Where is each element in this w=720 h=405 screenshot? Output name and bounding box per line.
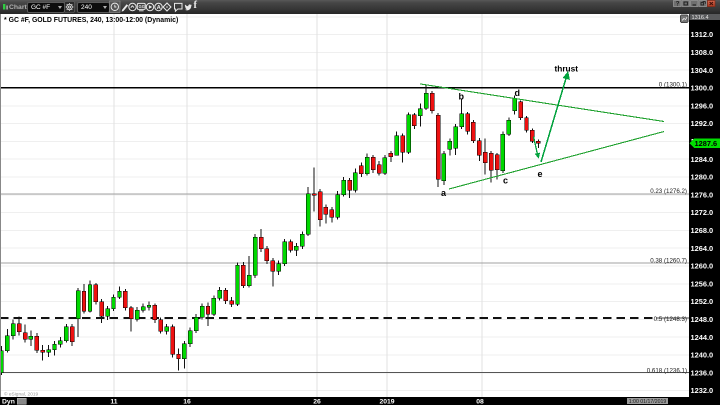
svg-text:?: ? (676, 2, 680, 8)
svg-text:1276.0: 1276.0 (691, 190, 714, 199)
svg-text:c: c (503, 176, 508, 186)
svg-text:1260.0: 1260.0 (691, 262, 714, 271)
svg-text:a: a (441, 188, 447, 198)
svg-text:11: 11 (110, 398, 117, 405)
svg-text:1264.0: 1264.0 (691, 244, 714, 253)
svg-text:1:00 01/17/2019: 1:00 01/17/2019 (629, 399, 667, 405)
svg-text:0.38 (1260.7): 0.38 (1260.7) (650, 257, 687, 264)
svg-text:0.618 (1236.1): 0.618 (1236.1) (647, 367, 687, 374)
svg-text:thrust: thrust (555, 64, 579, 74)
svg-text:1236.0: 1236.0 (691, 368, 714, 377)
svg-text:1252.0: 1252.0 (691, 297, 714, 306)
svg-text:26: 26 (313, 398, 321, 405)
svg-text:1280.0: 1280.0 (691, 173, 714, 182)
svg-text:1304.0: 1304.0 (691, 66, 714, 75)
svg-text:1232.0: 1232.0 (691, 386, 714, 395)
svg-text:A: A (157, 5, 162, 11)
svg-text:1292.0: 1292.0 (691, 119, 714, 128)
svg-text:GG: GG (139, 4, 146, 9)
svg-text:1287.6: 1287.6 (695, 139, 718, 148)
svg-text:0.23 (1276.2): 0.23 (1276.2) (650, 188, 687, 195)
svg-text:Dyn: Dyn (2, 398, 15, 405)
svg-text:d: d (515, 88, 521, 98)
svg-text:1248.0: 1248.0 (691, 315, 714, 324)
svg-text:© eSignal, 2019: © eSignal, 2019 (4, 391, 39, 398)
svg-text:1272.0: 1272.0 (691, 208, 714, 217)
svg-text:e: e (538, 169, 543, 179)
svg-text:1244.0: 1244.0 (691, 333, 714, 342)
svg-text:08: 08 (476, 398, 484, 405)
svg-text:1316.4: 1316.4 (692, 15, 709, 21)
svg-text:16: 16 (183, 398, 191, 405)
svg-text:b: b (459, 92, 465, 102)
svg-text:0.5 (1248.3): 0.5 (1248.3) (654, 316, 687, 323)
svg-text:1284.0: 1284.0 (691, 155, 714, 164)
svg-text:1312.0: 1312.0 (691, 30, 714, 39)
svg-text:1308.0: 1308.0 (691, 48, 714, 57)
svg-text:1296.0: 1296.0 (691, 101, 714, 110)
svg-text:1256.0: 1256.0 (691, 279, 714, 288)
svg-text:1268.0: 1268.0 (691, 226, 714, 235)
svg-text:2019: 2019 (379, 398, 394, 405)
svg-text:* GC #F, GOLD FUTURES, 240, 13: * GC #F, GOLD FUTURES, 240, 13:00-12:00 … (4, 17, 178, 24)
svg-text:0 (1300.1): 0 (1300.1) (659, 81, 687, 88)
svg-text:1240.0: 1240.0 (691, 351, 714, 360)
svg-text:1300.0: 1300.0 (691, 84, 714, 93)
